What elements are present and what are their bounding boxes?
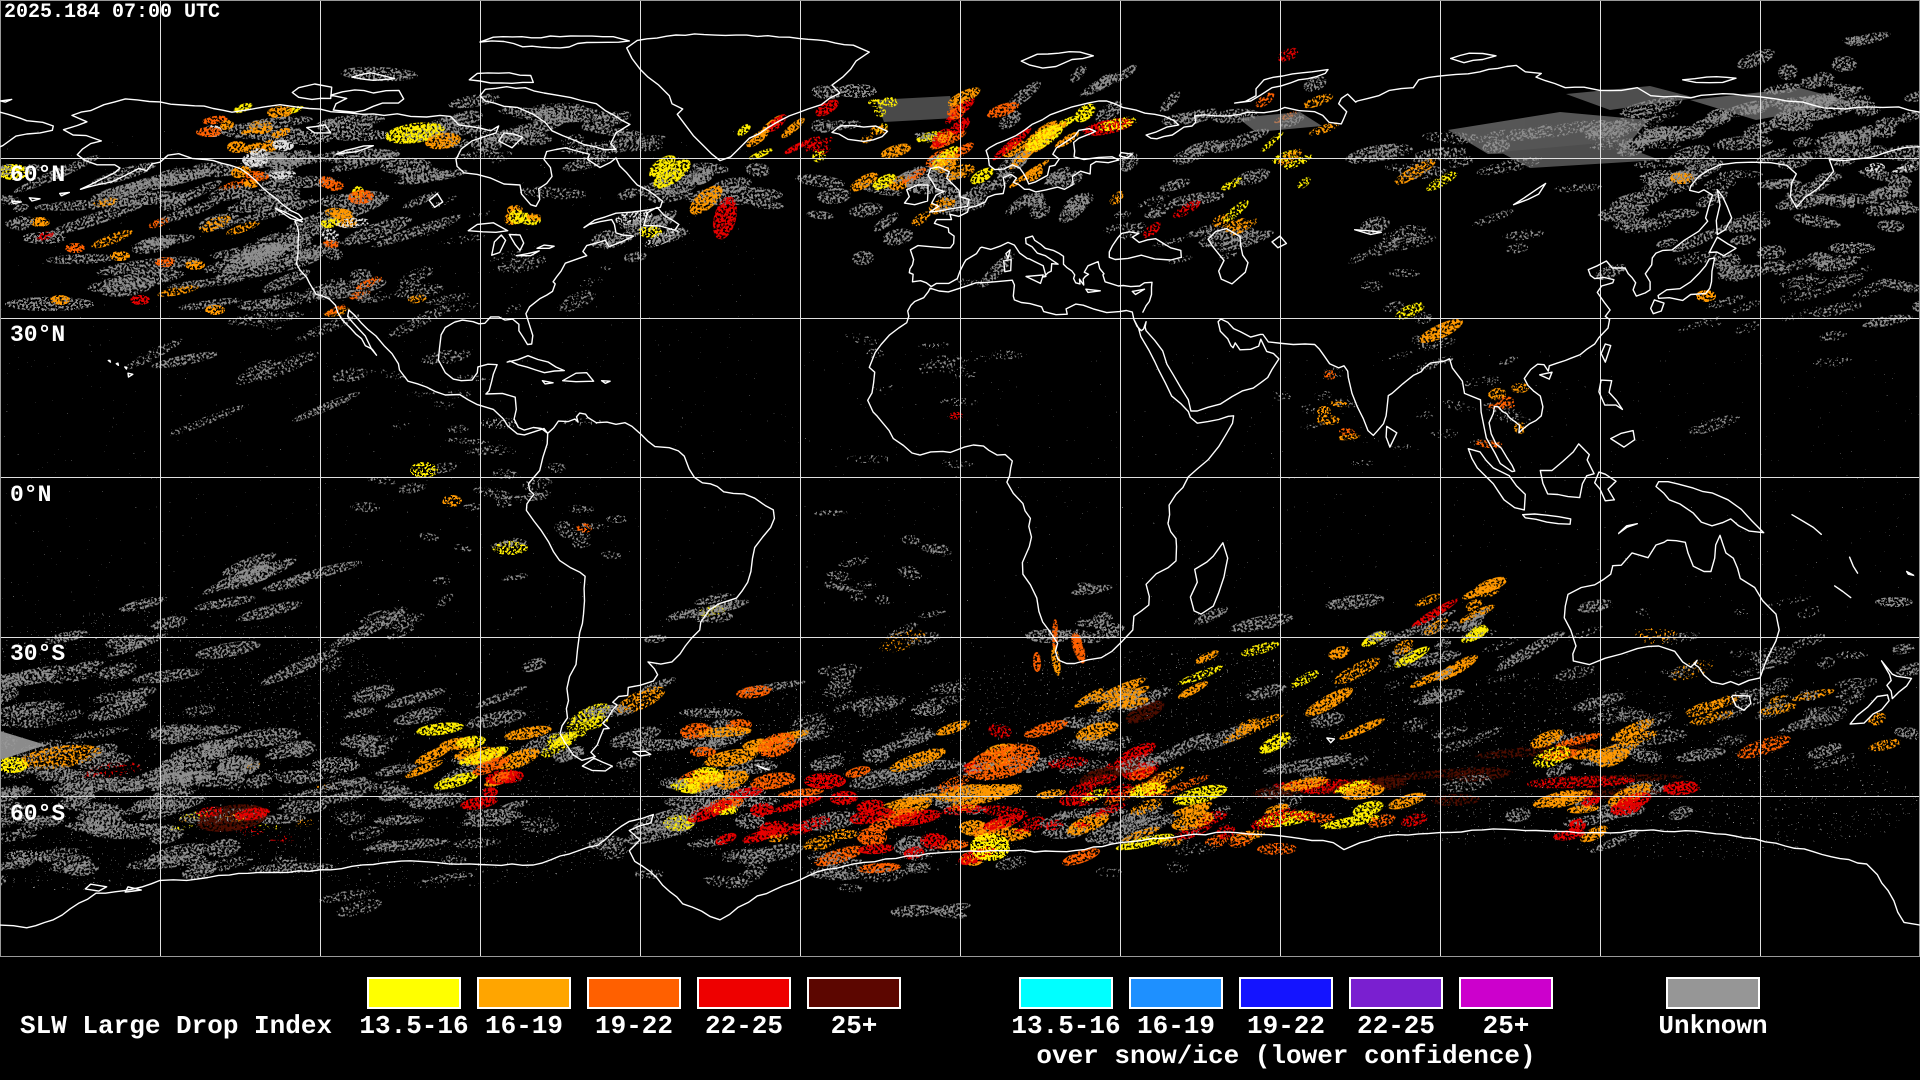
svg-text:SLW Large Drop Index: SLW Large Drop Index — [20, 1011, 332, 1041]
svg-text:13.5-16: 13.5-16 — [1011, 1011, 1120, 1041]
svg-text:2025.184 07:00 UTC: 2025.184 07:00 UTC — [4, 1, 220, 24]
svg-text:13.5-16: 13.5-16 — [359, 1011, 468, 1041]
svg-text:25+: 25+ — [831, 1011, 878, 1041]
svg-text:Unknown: Unknown — [1658, 1011, 1767, 1041]
svg-text:19-22: 19-22 — [595, 1011, 673, 1041]
svg-text:30°N: 30°N — [10, 322, 65, 348]
svg-text:22-25: 22-25 — [1357, 1011, 1435, 1041]
svg-text:25+: 25+ — [1483, 1011, 1530, 1041]
svg-text:30°S: 30°S — [10, 641, 65, 667]
svg-text:22-25: 22-25 — [705, 1011, 783, 1041]
svg-text:16-19: 16-19 — [1137, 1011, 1215, 1041]
svg-text:19-22: 19-22 — [1247, 1011, 1325, 1041]
svg-text:60°S: 60°S — [10, 801, 65, 827]
svg-text:60°N: 60°N — [10, 162, 65, 188]
svg-text:16-19: 16-19 — [485, 1011, 563, 1041]
svg-text:0°N: 0°N — [10, 482, 51, 508]
svg-text:over snow/ice (lower confidenc: over snow/ice (lower confidence) — [1036, 1041, 1535, 1071]
